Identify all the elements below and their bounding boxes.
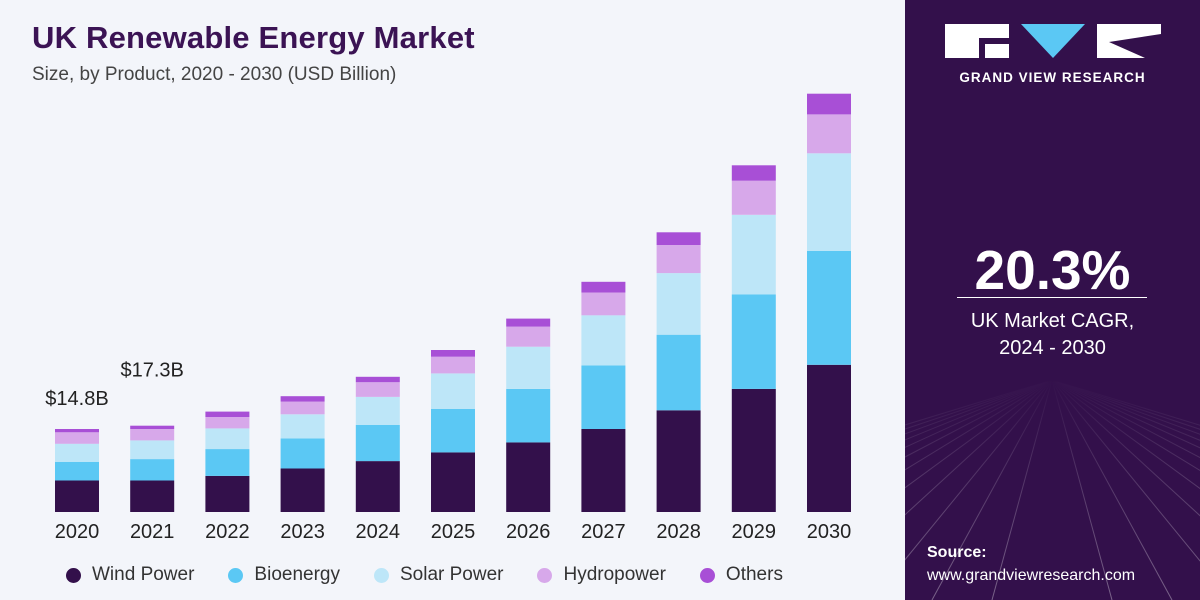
x-tick-label-2029: 2029 xyxy=(732,521,777,543)
bar-segment-wind-power-2030 xyxy=(807,364,851,512)
bar-segment-solar-power-2023 xyxy=(280,414,325,439)
bar-segment-others-2025 xyxy=(431,350,475,357)
bar-segment-hydropower-2030 xyxy=(807,114,851,154)
bar-segment-bioenergy-2027 xyxy=(581,365,626,429)
x-tick-label-2022: 2022 xyxy=(205,521,250,543)
stacked-bar-chart: 2020 2021 2022 2023 2024 2025 2026 2027 2028 2029… xyxy=(45,93,852,543)
bar-segment-hydropower-2027 xyxy=(581,292,626,316)
bar-segment-solar-power-2025 xyxy=(431,373,475,409)
legend-label: Others xyxy=(725,564,783,585)
bar-segment-solar-power-2022 xyxy=(205,428,250,449)
bar-segment-others-2026 xyxy=(506,318,551,327)
legend-swatch xyxy=(66,567,81,583)
bar-segment-wind-power-2021 xyxy=(130,480,175,512)
bar-segment-others-2022 xyxy=(205,411,250,417)
legend-item-bioenergy: Bioenergy xyxy=(228,564,340,586)
bar-segment-wind-power-2020 xyxy=(55,480,99,512)
legend-label: Hydropower xyxy=(563,564,666,585)
legend-label: Wind Power xyxy=(92,564,195,585)
bar-segment-solar-power-2024 xyxy=(355,396,400,425)
cagr-period: 2024 - 2030 xyxy=(999,337,1106,359)
bar-segment-bioenergy-2023 xyxy=(280,438,325,469)
cagr-divider xyxy=(957,297,1147,298)
bar-segment-solar-power-2028 xyxy=(656,273,701,335)
legend-item-hydropower: Hydropower xyxy=(537,564,666,586)
bar-segment-bioenergy-2021 xyxy=(130,459,175,481)
bar-segment-others-2027 xyxy=(581,281,626,293)
source-label: Source: xyxy=(927,544,987,561)
bar-segment-wind-power-2026 xyxy=(506,442,551,512)
x-tick-label-2020: 2020 xyxy=(55,521,100,543)
bar-segment-others-2028 xyxy=(656,232,701,245)
x-tick-label-2025: 2025 xyxy=(431,521,476,543)
brand-sidebar: GRAND VIEW RESEARCH 20.3% UK Market CAGR… xyxy=(905,0,1200,600)
legend-item-others: Others xyxy=(699,564,783,586)
perspective-grid-decoration xyxy=(905,379,1200,600)
x-tick-label-2028: 2028 xyxy=(656,521,701,543)
x-tick-label-2026: 2026 xyxy=(506,521,551,543)
bar-segment-hydropower-2022 xyxy=(205,417,250,429)
legend-swatch xyxy=(699,567,715,583)
bar-segment-others-2023 xyxy=(280,396,325,402)
bar-segment-bioenergy-2028 xyxy=(656,334,701,411)
bar-segment-wind-power-2028 xyxy=(656,410,701,512)
legend-item-solar-power: Solar Power xyxy=(373,564,504,586)
x-tick-label-2024: 2024 xyxy=(356,521,401,543)
cagr-value: 20.3% xyxy=(974,239,1131,301)
bar-segment-solar-power-2020 xyxy=(55,443,99,462)
bar-segment-hydropower-2026 xyxy=(506,326,551,347)
bar-segment-hydropower-2025 xyxy=(431,356,475,374)
bar-segment-wind-power-2029 xyxy=(731,388,776,512)
legend-swatch xyxy=(537,567,553,583)
x-tick-label-2027: 2027 xyxy=(581,521,626,543)
bar-segment-solar-power-2021 xyxy=(130,440,175,460)
bar-segment-others-2021 xyxy=(130,425,175,429)
cagr-label: UK Market CAGR, xyxy=(970,310,1135,332)
legend-swatch xyxy=(228,567,244,583)
bar-segment-bioenergy-2022 xyxy=(205,449,250,476)
bar-segment-hydropower-2024 xyxy=(355,382,400,397)
x-tick-label-2021: 2021 xyxy=(130,521,175,543)
data-label-2020: $14.8B xyxy=(45,388,108,410)
bar-segment-wind-power-2025 xyxy=(431,452,475,512)
chart-subtitle: Size, by Product, 2020 - 2030 (USD Billi… xyxy=(32,64,397,85)
bar-segment-solar-power-2029 xyxy=(731,214,776,295)
bar-segment-hydropower-2020 xyxy=(55,432,99,444)
bar-segment-hydropower-2023 xyxy=(280,401,325,415)
bar-segment-wind-power-2027 xyxy=(581,429,626,512)
bar-segment-others-2020 xyxy=(55,429,99,433)
bar-segment-others-2029 xyxy=(731,165,776,181)
legend-swatch xyxy=(373,567,389,583)
chart-title: UK Renewable Energy Market xyxy=(32,20,475,55)
gvr-logo xyxy=(945,24,1161,58)
bar-segment-others-2024 xyxy=(355,376,400,383)
legend-label: Solar Power xyxy=(399,564,504,585)
bar-segment-solar-power-2030 xyxy=(807,153,851,251)
data-label-2021: $17.3B xyxy=(121,360,184,382)
legend-item-wind-power: Wind Power xyxy=(66,564,194,586)
bar-segment-hydropower-2021 xyxy=(130,429,175,441)
bar-segment-bioenergy-2020 xyxy=(55,461,99,481)
bar-segment-bioenergy-2024 xyxy=(355,425,400,462)
bar-segment-hydropower-2028 xyxy=(656,245,701,274)
bar-segment-bioenergy-2029 xyxy=(731,294,776,389)
bar-segment-solar-power-2026 xyxy=(506,346,551,389)
brand-name: GRAND VIEW RESEARCH xyxy=(959,70,1146,85)
bar-segment-bioenergy-2026 xyxy=(506,388,551,443)
bar-segment-wind-power-2022 xyxy=(205,475,250,512)
source-link[interactable]: www.grandviewresearch.com xyxy=(927,567,1136,584)
bar-segment-wind-power-2024 xyxy=(355,461,400,512)
chart-panel: UK Renewable Energy Market Size, by Prod… xyxy=(0,0,905,600)
bar-segment-bioenergy-2030 xyxy=(807,251,851,365)
x-tick-label-2023: 2023 xyxy=(280,521,325,543)
bar-segment-wind-power-2023 xyxy=(280,468,325,512)
bar-segment-solar-power-2027 xyxy=(581,315,626,366)
bar-segment-hydropower-2029 xyxy=(731,180,776,215)
bar-segment-others-2030 xyxy=(807,93,851,115)
chart-legend: Wind Power Bioenergy Solar Power Hydropower… xyxy=(66,563,817,587)
x-tick-label-2030: 2030 xyxy=(807,521,852,543)
bar-segment-bioenergy-2025 xyxy=(431,408,475,453)
legend-label: Bioenergy xyxy=(254,564,340,585)
